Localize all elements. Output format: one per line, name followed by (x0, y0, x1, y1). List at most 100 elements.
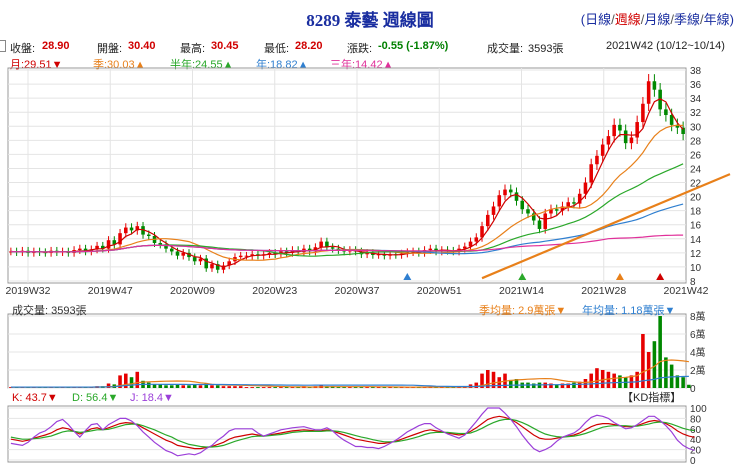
volume-bar (336, 387, 341, 388)
volume-bar (215, 385, 220, 388)
date-range: 2021W42 (10/12~10/14) (606, 40, 725, 52)
candle (595, 150, 599, 170)
candle-body (526, 209, 530, 214)
candle (577, 188, 582, 209)
candle-body (250, 254, 254, 256)
kd-frame (7, 405, 687, 463)
x-tick-label: 2021W42 (664, 285, 709, 297)
candle-body (554, 209, 559, 211)
open-value: 30.40 (128, 40, 156, 52)
candle-body (319, 241, 323, 248)
candle-body (9, 251, 13, 253)
candle (78, 244, 82, 254)
candle-body (463, 246, 467, 249)
candle-body (497, 195, 502, 207)
candle (319, 237, 323, 252)
period-tab-2[interactable]: 月線 (644, 12, 671, 27)
candle (543, 208, 548, 234)
period-tab-3[interactable]: 季線 (674, 12, 701, 27)
kd-tick-label: 20 (690, 446, 702, 457)
kd-legend-j: J: 18.4▼ (130, 392, 174, 404)
volume-bar (382, 387, 387, 388)
price-tick-label: 28 (690, 136, 702, 147)
candle (566, 197, 570, 212)
candle-body (146, 234, 151, 236)
price-tick-label: 20 (690, 193, 702, 204)
volume-bar (244, 387, 249, 388)
price-tick-label: 24 (690, 164, 702, 175)
candle-body (474, 237, 479, 242)
candle (221, 261, 226, 274)
volume-bar (152, 384, 157, 388)
candle (468, 237, 473, 251)
price-tick-label: 34 (690, 94, 702, 105)
page-title: 8289 泰藝 週線圖 (306, 11, 434, 30)
kd-tick-label: 80 (690, 414, 702, 425)
candle-body (365, 252, 369, 255)
volume-legend: 成交量: 3593張 (12, 303, 87, 317)
candle (491, 201, 496, 220)
candle-body (290, 250, 295, 253)
candle (227, 257, 231, 270)
volume-bar (135, 371, 140, 388)
candle-body (175, 251, 180, 256)
kd-legend-k: K: 43.7▼ (12, 392, 58, 404)
candle (675, 118, 680, 134)
volume-bar (296, 387, 300, 388)
candle (652, 74, 657, 97)
candle-body (273, 252, 277, 255)
candle-body (508, 189, 513, 193)
period-tab-1[interactable]: 週線 (614, 12, 641, 27)
candle-body (577, 193, 582, 204)
volume-bar (365, 387, 369, 388)
candle (606, 129, 611, 151)
price-tick-label: 10 (690, 263, 702, 274)
kd-indicator-button[interactable]: 【KD指標】 (622, 390, 681, 404)
candle (434, 244, 438, 256)
volume-bar (169, 385, 174, 388)
volume-bar (554, 384, 559, 388)
volume-tick-label: 4萬 (690, 346, 706, 359)
candle (549, 204, 553, 219)
price-tick-label: 32 (690, 108, 702, 119)
candle (325, 237, 329, 252)
volume-bar (164, 385, 168, 388)
candle-body (641, 103, 645, 123)
volume-quarter-avg: 季均量: 2.9萬張▼ (479, 304, 566, 317)
period-tab-4[interactable]: 年線 (703, 12, 730, 27)
signal-marker (656, 273, 665, 280)
signal-marker (615, 273, 624, 280)
ma-line-3 (10, 203, 684, 255)
volume-bar (187, 385, 191, 388)
candle-body (330, 247, 335, 249)
candle (215, 260, 220, 274)
candle-body (491, 206, 496, 215)
candle-body (468, 241, 473, 247)
volume-bar (652, 341, 657, 388)
x-tick-label: 2019W47 (88, 285, 133, 297)
price-tick-label: 8 (690, 277, 696, 288)
option-checkbox[interactable] (0, 40, 6, 52)
candle-body (169, 248, 174, 252)
volume-bar (681, 377, 685, 388)
period-tab-0[interactable]: 日線 (585, 12, 612, 27)
candle-body (78, 248, 82, 251)
open-label: 開盤: (97, 43, 123, 55)
candle-body (480, 226, 484, 238)
candle (485, 210, 490, 231)
volume-bar (664, 357, 668, 388)
volume-bar (256, 387, 260, 388)
candle (187, 249, 191, 261)
candle-body (572, 202, 576, 204)
candle-body (514, 192, 519, 201)
volume-label: 成交量: (487, 43, 524, 55)
candle-body (192, 257, 197, 262)
candle-body (635, 122, 639, 138)
volume-bar (491, 371, 496, 388)
price-tick-label: 36 (690, 80, 702, 91)
candle-body (215, 264, 220, 270)
volume-bar (560, 383, 565, 388)
low-label: 最低: (264, 43, 290, 55)
candle (554, 204, 559, 216)
